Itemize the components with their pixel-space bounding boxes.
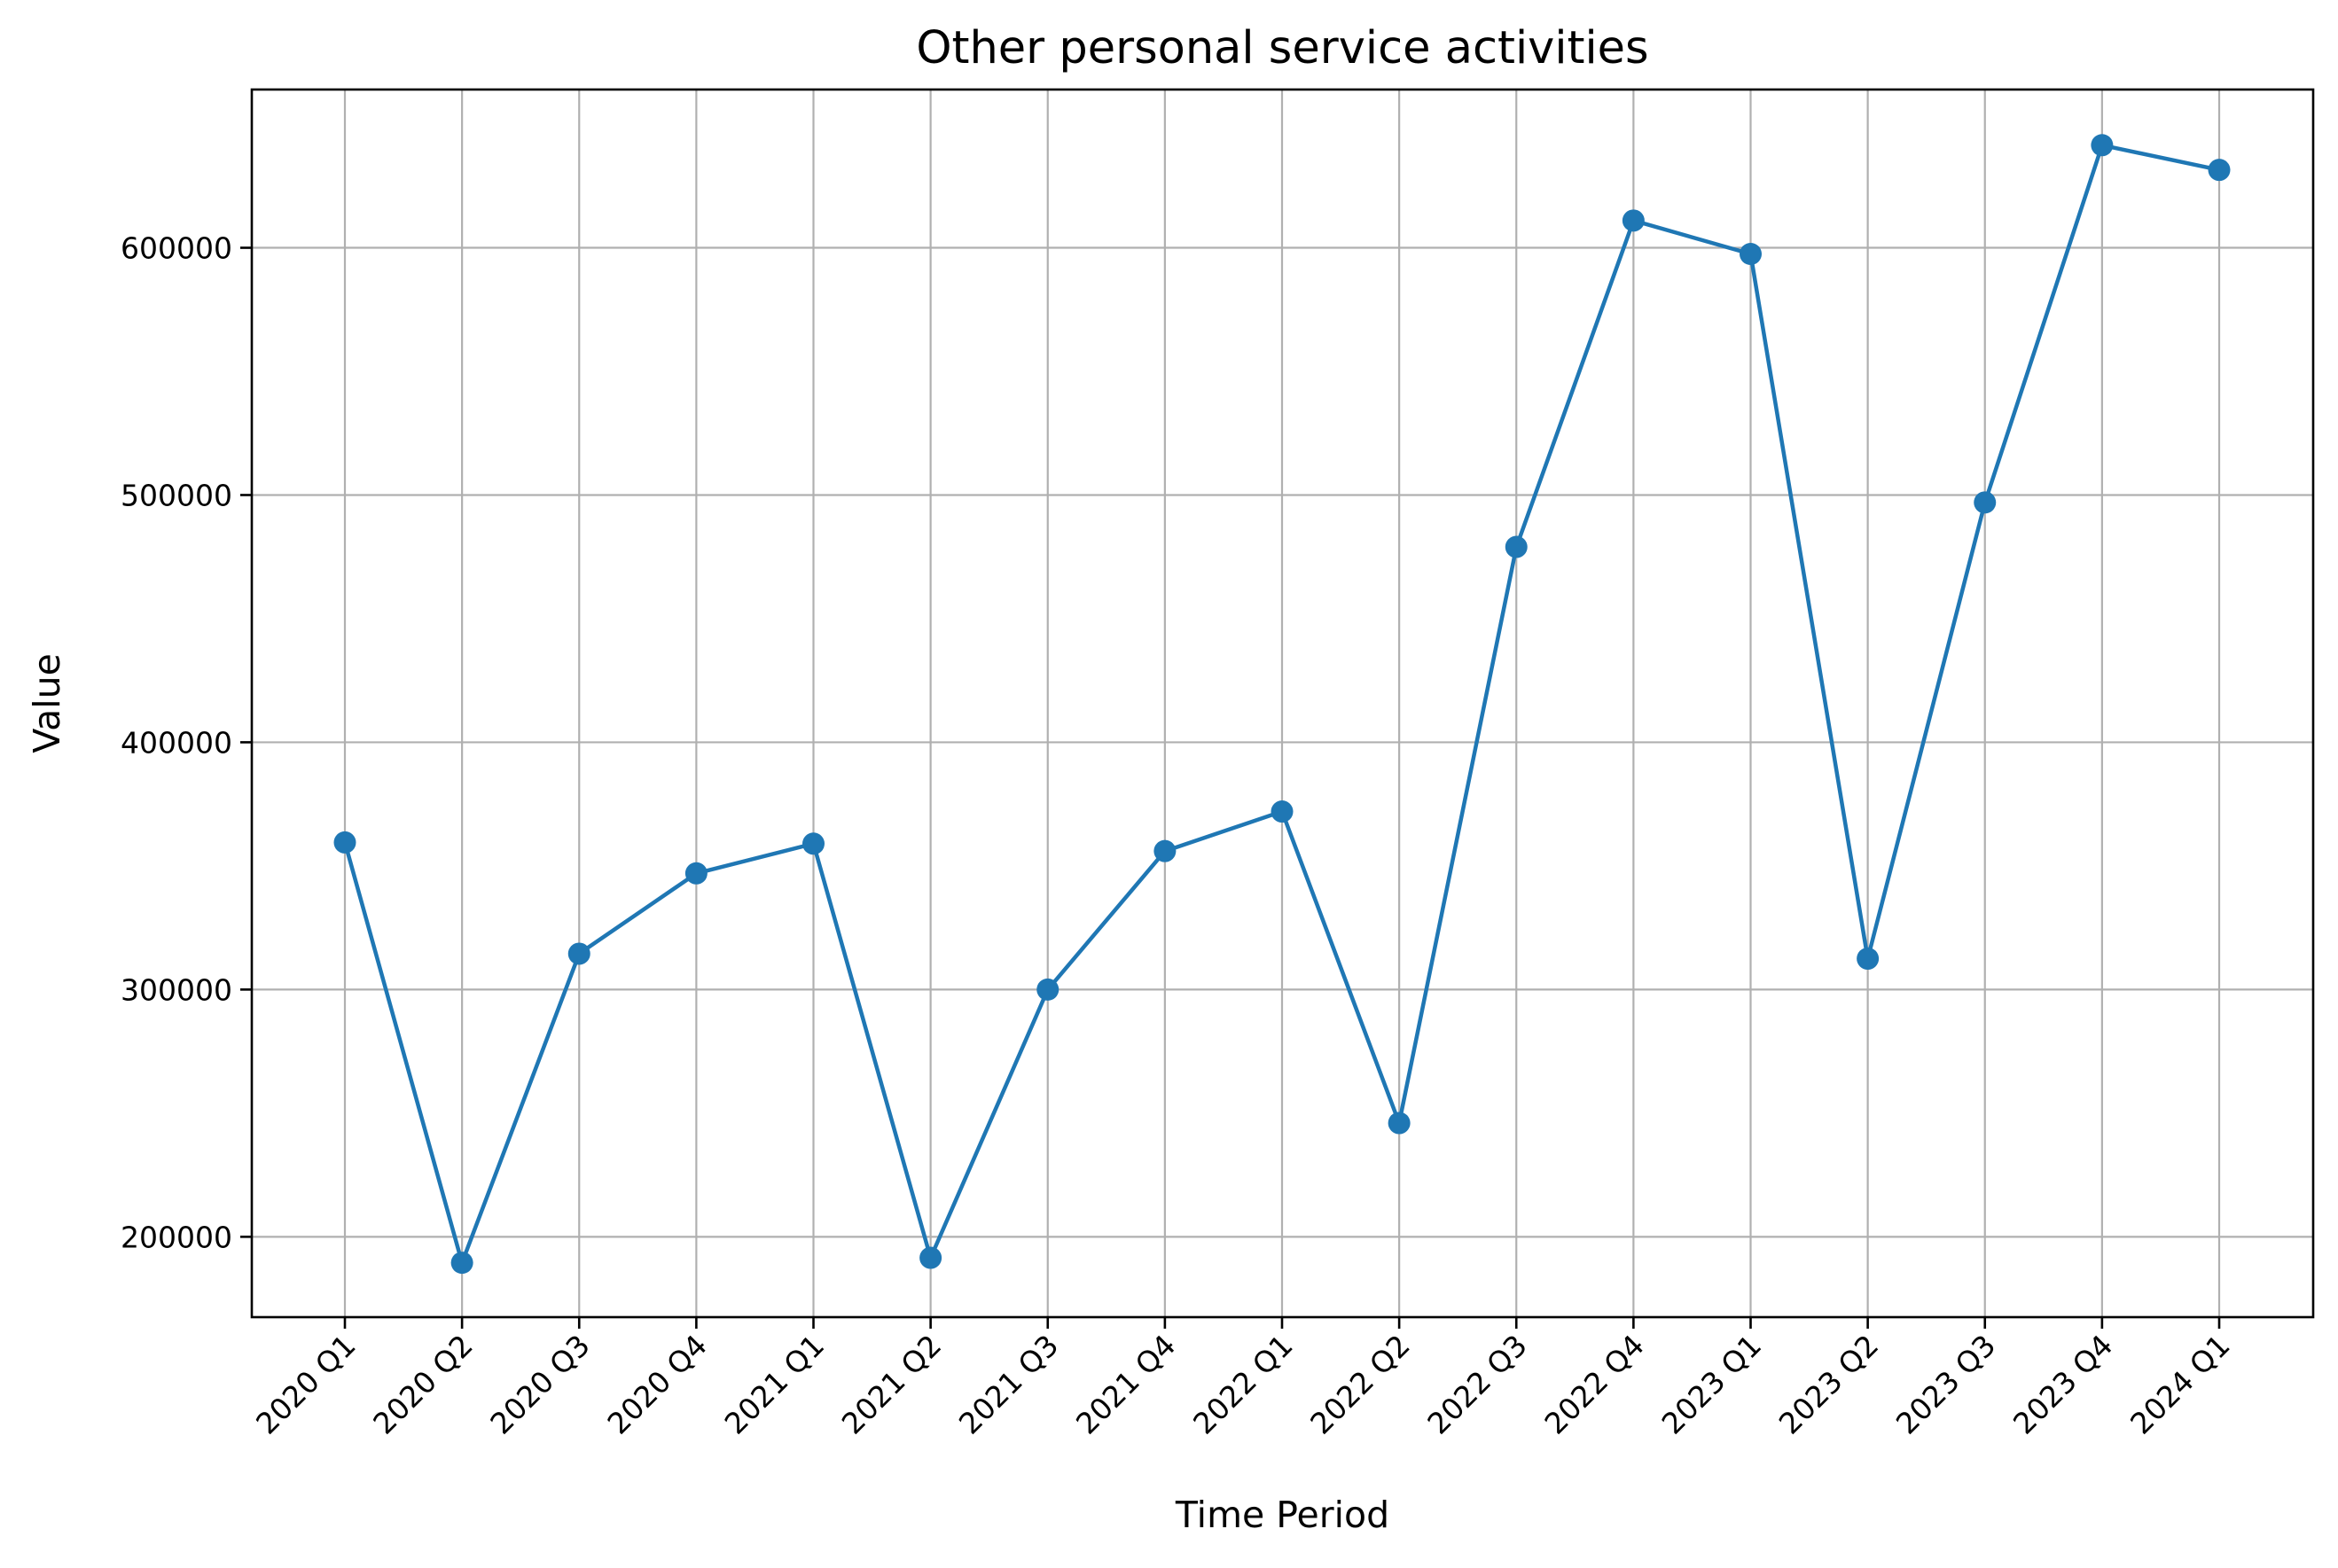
data-point bbox=[1153, 839, 1177, 862]
x-tick-label: 2021 Q2 bbox=[835, 1328, 949, 1441]
data-point bbox=[1388, 1112, 1411, 1135]
data-point bbox=[1622, 209, 1645, 232]
x-tick-label: 2020 Q1 bbox=[249, 1328, 363, 1441]
x-tick-label: 2021 Q4 bbox=[1069, 1328, 1183, 1441]
y-tick-label: 600000 bbox=[121, 231, 232, 266]
data-point bbox=[802, 832, 825, 855]
tick-layer: 2020 Q1 2020 Q2 2020 Q3 2020 Q4 2021 Q1 2021 … bbox=[121, 231, 2237, 1441]
data-point bbox=[1505, 535, 1528, 558]
data-point bbox=[567, 942, 590, 965]
data-point bbox=[1036, 978, 1060, 1001]
data-point bbox=[2091, 134, 2114, 157]
chart-title: Other personal service activities bbox=[916, 22, 1648, 74]
grid-layer bbox=[252, 90, 2313, 1317]
y-tick-label: 200000 bbox=[121, 1220, 232, 1254]
x-tick-label: 2022 Q2 bbox=[1303, 1328, 1417, 1441]
x-tick-label: 2021 Q3 bbox=[952, 1328, 1066, 1441]
x-tick-label: 2023 Q3 bbox=[1889, 1328, 2003, 1441]
x-tick-label: 2022 Q4 bbox=[1537, 1328, 1651, 1441]
x-tick-label: 2020 Q2 bbox=[366, 1328, 480, 1441]
x-tick-label: 2022 Q1 bbox=[1186, 1328, 1300, 1441]
x-tick-label: 2023 Q1 bbox=[1655, 1328, 1769, 1441]
data-point bbox=[450, 1252, 473, 1275]
y-tick-label: 400000 bbox=[121, 725, 232, 760]
data-point bbox=[1857, 948, 1880, 971]
y-tick-label: 300000 bbox=[121, 972, 232, 1007]
x-tick-label: 2020 Q3 bbox=[483, 1328, 597, 1441]
x-tick-label: 2022 Q3 bbox=[1420, 1328, 1534, 1441]
y-tick-label: 500000 bbox=[121, 478, 232, 512]
y-axis-label: Value bbox=[26, 653, 68, 753]
x-tick-label: 2023 Q4 bbox=[2006, 1328, 2120, 1441]
x-axis-label: Time Period bbox=[1175, 1494, 1389, 1536]
x-tick-label: 2021 Q1 bbox=[718, 1328, 832, 1441]
data-point bbox=[1974, 491, 1997, 514]
data-point bbox=[333, 831, 356, 854]
x-tick-label: 2020 Q4 bbox=[600, 1328, 714, 1441]
data-point bbox=[1740, 243, 1762, 266]
data-point bbox=[2208, 159, 2231, 182]
x-tick-label: 2023 Q2 bbox=[1772, 1328, 1886, 1441]
data-point bbox=[1271, 800, 1294, 823]
data-point bbox=[684, 862, 708, 885]
x-tick-label: 2024 Q1 bbox=[2123, 1328, 2237, 1441]
data-point bbox=[919, 1246, 942, 1269]
series-layer bbox=[333, 134, 2231, 1275]
